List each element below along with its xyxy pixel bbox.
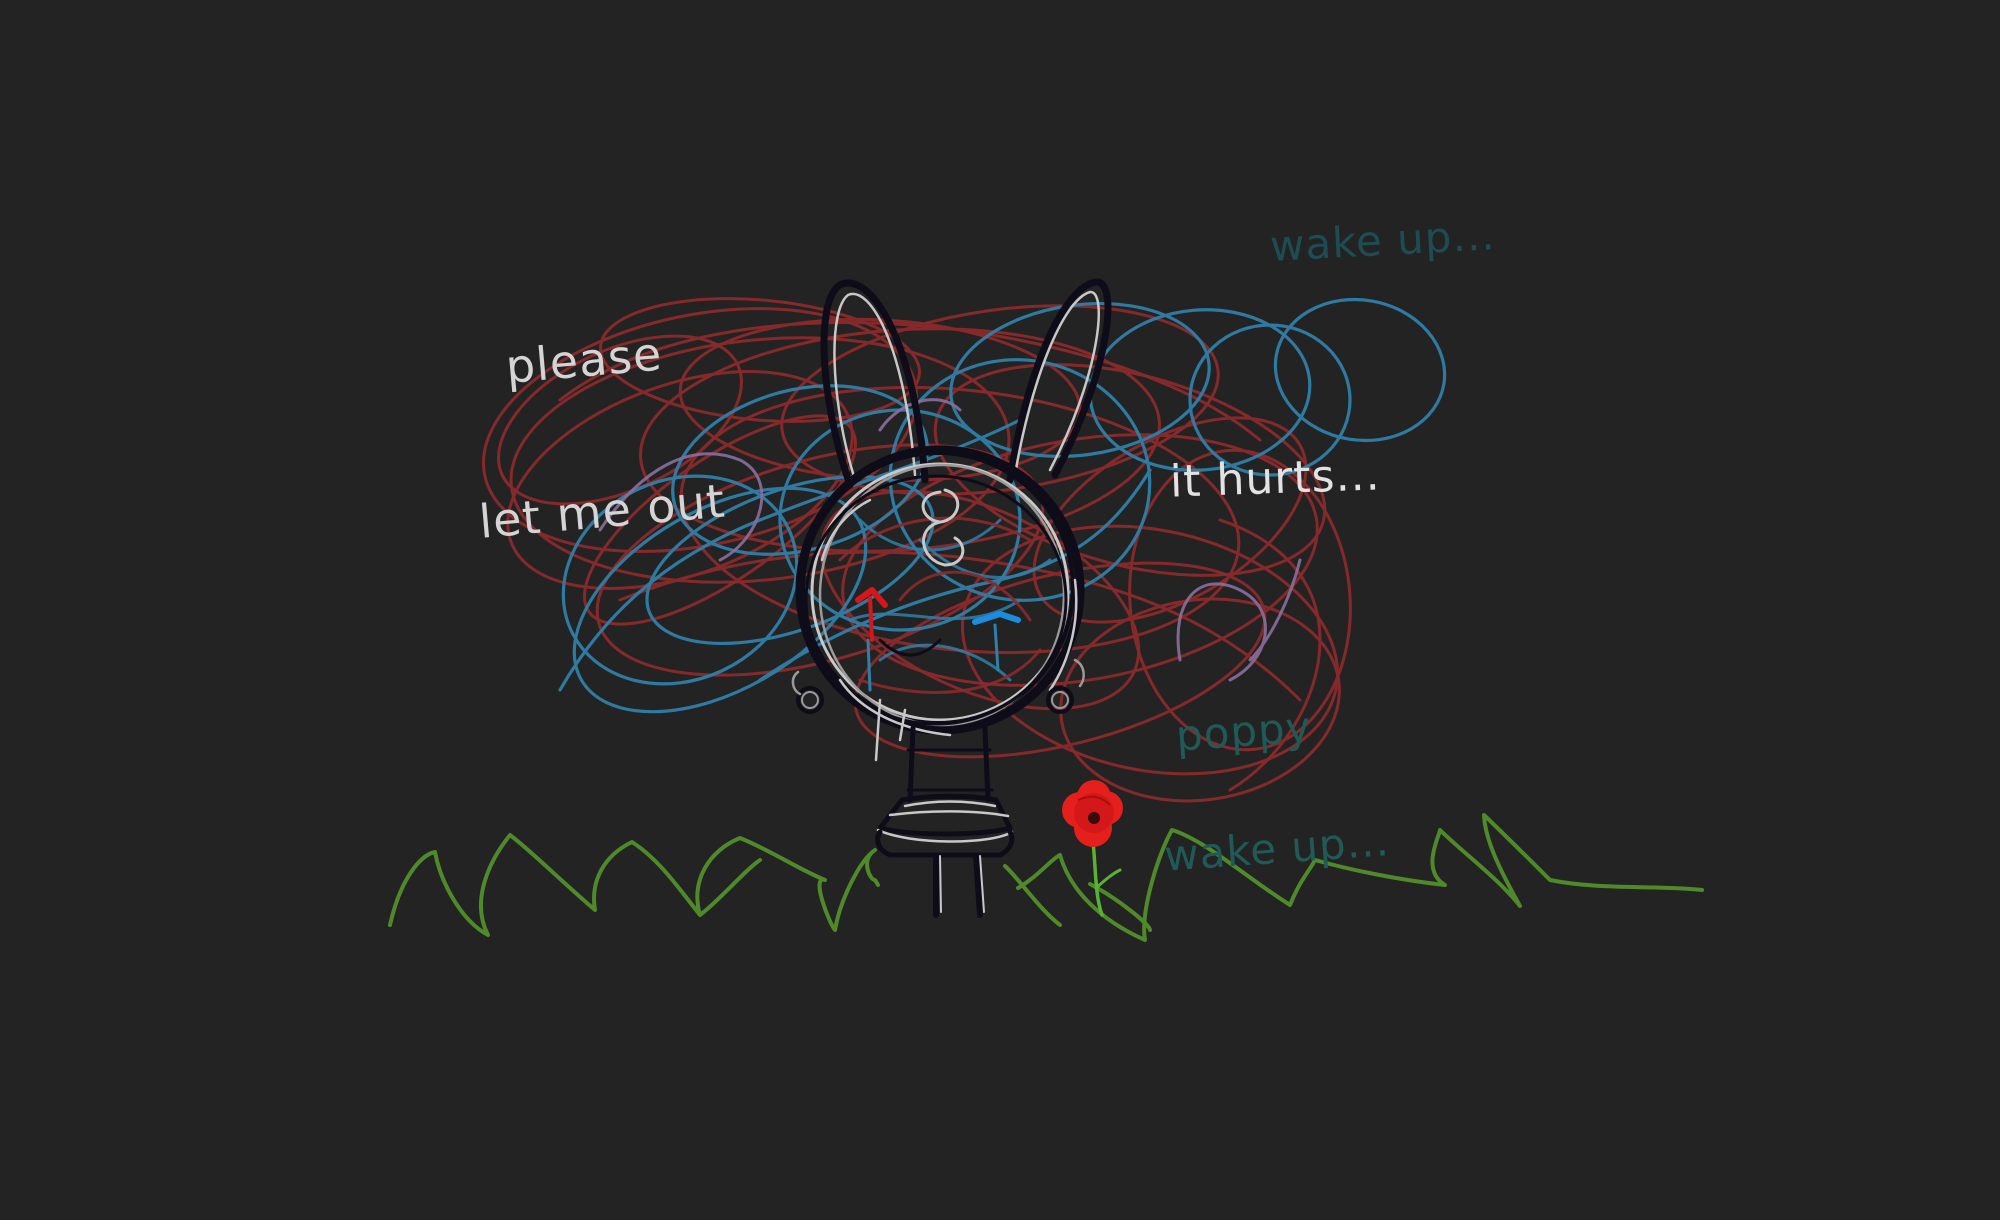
wake-up-line: wake up... <box>1162 816 1392 882</box>
poppy-flower-icon <box>1062 780 1123 917</box>
bunny-light-bulb-icon <box>791 278 1112 918</box>
poppy-wake-up-text: poppy wake up... <box>1149 623 1396 957</box>
poppy-line: poppy <box>1174 702 1313 761</box>
please-line: please <box>503 326 665 395</box>
please-let-me-out-text: please let me out <box>455 223 736 648</box>
it-hurts-text: it hurts... <box>1169 449 1382 508</box>
grass-icon <box>388 813 1704 942</box>
let-me-out-line: let me out <box>476 473 728 549</box>
